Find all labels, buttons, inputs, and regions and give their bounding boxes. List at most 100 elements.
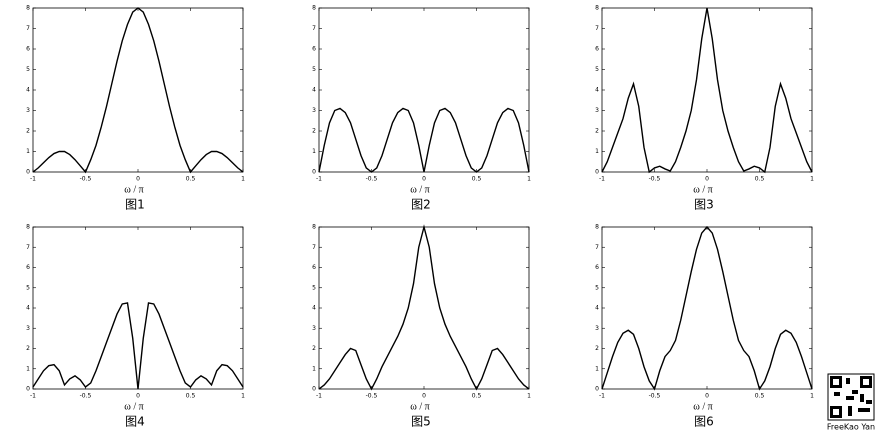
y-tick-label: 4 bbox=[595, 305, 599, 312]
plot-frame bbox=[318, 7, 530, 173]
x-tick-label: -0.5 bbox=[80, 393, 92, 400]
x-tick-label: -1 bbox=[30, 176, 36, 183]
y-tick-label: 1 bbox=[595, 148, 599, 155]
y-tick-label: 2 bbox=[595, 128, 599, 135]
y-tick-label: 7 bbox=[26, 25, 30, 32]
y-tick-label: 1 bbox=[26, 148, 30, 155]
y-tick-label: 6 bbox=[595, 264, 599, 271]
y-tick-label: 3 bbox=[312, 107, 316, 114]
y-tick-label: 2 bbox=[312, 345, 316, 352]
y-tick-label: 5 bbox=[312, 66, 316, 73]
x-tick-label: 0.5 bbox=[755, 393, 765, 400]
x-tick-label: 0.5 bbox=[755, 176, 765, 183]
x-axis-label: ω / π bbox=[124, 401, 143, 412]
x-tick-label: 0 bbox=[705, 176, 709, 183]
x-tick-label: 1 bbox=[810, 176, 814, 183]
x-axis-label: ω / π bbox=[124, 184, 143, 195]
line-series bbox=[318, 224, 530, 391]
y-tick-label: 4 bbox=[312, 87, 316, 94]
y-tick-label: 8 bbox=[312, 5, 316, 12]
x-tick-label: 1 bbox=[527, 176, 531, 183]
plot-frame bbox=[32, 226, 244, 390]
x-tick-label: 0 bbox=[136, 393, 140, 400]
line-series bbox=[32, 7, 244, 174]
x-axis-label: ω / π bbox=[693, 401, 712, 412]
y-tick-label: 3 bbox=[26, 107, 30, 114]
x-tick-label: 0.5 bbox=[186, 176, 196, 183]
y-tick-label: 2 bbox=[312, 128, 316, 135]
y-tick-label: 0 bbox=[26, 169, 30, 176]
x-tick-label: -1 bbox=[599, 176, 605, 183]
x-tick-label: 1 bbox=[527, 393, 531, 400]
y-tick-label: 4 bbox=[312, 305, 316, 312]
x-axis-label: ω / π bbox=[693, 184, 712, 195]
y-tick-label: 8 bbox=[26, 5, 30, 12]
caption: 图5 bbox=[411, 415, 431, 429]
y-tick-label: 6 bbox=[26, 264, 30, 271]
y-tick-label: 3 bbox=[26, 325, 30, 332]
y-tick-label: 1 bbox=[26, 365, 30, 372]
x-axis-label: ω / π bbox=[410, 184, 429, 195]
y-tick-label: 5 bbox=[595, 66, 599, 73]
y-tick-label: 8 bbox=[595, 5, 599, 12]
y-tick-label: 1 bbox=[312, 148, 316, 155]
y-tick-label: 5 bbox=[595, 284, 599, 291]
caption: 图1 bbox=[125, 198, 145, 212]
x-tick-label: 0.5 bbox=[472, 176, 482, 183]
x-tick-label: -1 bbox=[316, 393, 322, 400]
y-tick-label: 3 bbox=[595, 107, 599, 114]
y-tick-label: 8 bbox=[595, 224, 599, 231]
x-tick-label: 0 bbox=[136, 176, 140, 183]
y-tick-label: 8 bbox=[26, 224, 30, 231]
caption: 图3 bbox=[694, 198, 714, 212]
x-tick-label: -0.5 bbox=[649, 393, 661, 400]
y-tick-label: 6 bbox=[595, 46, 599, 53]
x-tick-label: 1 bbox=[810, 393, 814, 400]
x-tick-label: -0.5 bbox=[366, 393, 378, 400]
y-tick-label: 5 bbox=[26, 284, 30, 291]
y-tick-label: 3 bbox=[595, 325, 599, 332]
y-tick-label: 1 bbox=[312, 365, 316, 372]
y-tick-label: 0 bbox=[595, 169, 599, 176]
y-tick-label: 7 bbox=[26, 244, 30, 251]
x-tick-label: 0.5 bbox=[472, 393, 482, 400]
y-tick-label: 0 bbox=[26, 386, 30, 393]
x-tick-label: 0 bbox=[422, 393, 426, 400]
y-tick-label: 7 bbox=[312, 244, 316, 251]
x-axis-label: ω / π bbox=[410, 401, 429, 412]
y-tick-label: 7 bbox=[595, 25, 599, 32]
y-tick-label: 2 bbox=[26, 128, 30, 135]
x-tick-label: -0.5 bbox=[366, 176, 378, 183]
y-tick-label: 5 bbox=[26, 66, 30, 73]
y-tick-label: 4 bbox=[595, 87, 599, 94]
plot-frame bbox=[318, 226, 530, 390]
y-tick-label: 7 bbox=[595, 244, 599, 251]
plot-frame bbox=[601, 226, 813, 390]
x-tick-label: 0 bbox=[705, 393, 709, 400]
line-series bbox=[32, 302, 244, 390]
y-tick-label: 4 bbox=[26, 305, 30, 312]
caption: 图6 bbox=[694, 415, 714, 429]
y-tick-label: 6 bbox=[26, 46, 30, 53]
y-tick-label: 3 bbox=[312, 325, 316, 332]
y-tick-label: 6 bbox=[312, 264, 316, 271]
x-tick-label: -1 bbox=[316, 176, 322, 183]
y-tick-label: 7 bbox=[312, 25, 316, 32]
qr-code bbox=[827, 373, 875, 421]
x-tick-label: -0.5 bbox=[649, 176, 661, 183]
line-series bbox=[601, 7, 813, 174]
y-tick-label: 0 bbox=[312, 386, 316, 393]
y-tick-label: 1 bbox=[595, 365, 599, 372]
line-series bbox=[318, 107, 530, 173]
plot-frame bbox=[32, 7, 244, 173]
caption: 图4 bbox=[125, 415, 145, 429]
y-tick-label: 6 bbox=[312, 46, 316, 53]
y-tick-label: 8 bbox=[312, 224, 316, 231]
y-tick-label: 2 bbox=[595, 345, 599, 352]
x-tick-label: -1 bbox=[30, 393, 36, 400]
y-tick-label: 0 bbox=[595, 386, 599, 393]
x-tick-label: -0.5 bbox=[80, 176, 92, 183]
x-tick-label: -1 bbox=[599, 393, 605, 400]
